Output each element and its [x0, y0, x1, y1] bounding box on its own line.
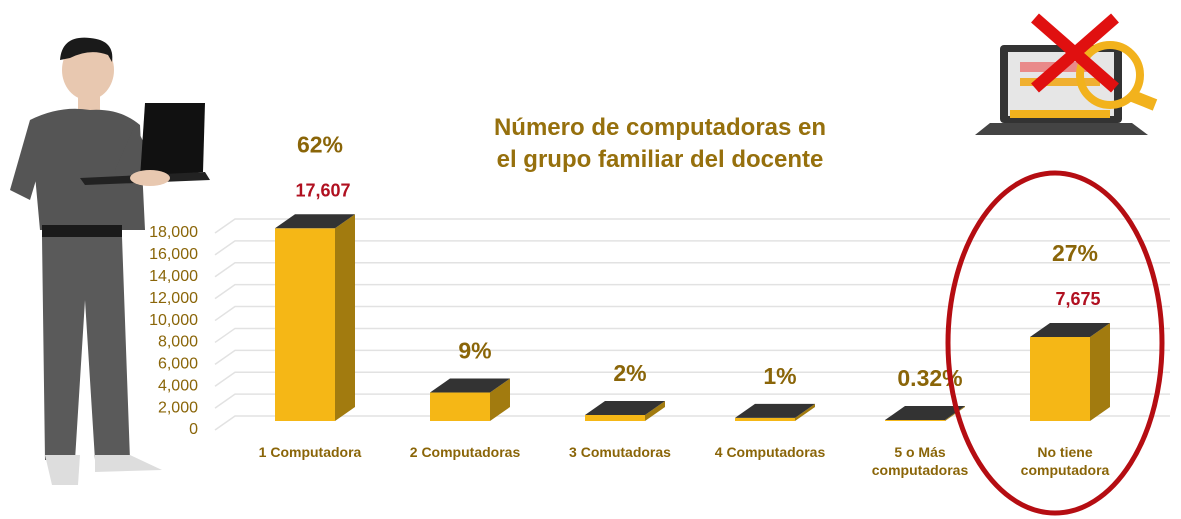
grid-line — [215, 285, 1170, 299]
bar-side — [1090, 323, 1110, 421]
percent-label: 62% — [297, 131, 343, 157]
percent-label: 1% — [763, 363, 796, 389]
x-tick-label: 5 o Más computadoras — [845, 443, 995, 479]
chart-title: Número de computadoras en el grupo famil… — [430, 112, 890, 176]
grid-line — [215, 372, 1170, 386]
x-tick-label: 1 Computadora — [235, 443, 385, 461]
x-tick-label: 4 Computadoras — [695, 443, 845, 461]
y-tick-label: 8,000 — [158, 334, 198, 351]
chart: 0 2,000 4,000 6,000 8,000 10,000 12,000 14,000 1… — [0, 0, 1181, 519]
bar — [585, 415, 645, 421]
percent-label: 9% — [458, 338, 491, 364]
percent-label: 27% — [1052, 240, 1098, 266]
y-tick-label: 12,000 — [149, 290, 198, 307]
grid-line — [215, 307, 1170, 321]
y-tick-label: 14,000 — [149, 268, 198, 285]
page: 0 2,000 4,000 6,000 8,000 10,000 12,000 14,000 1… — [0, 0, 1181, 519]
grid-line — [215, 350, 1170, 364]
bar — [735, 418, 795, 421]
percent-label: 2% — [613, 360, 646, 386]
grid-line — [215, 241, 1170, 255]
bar — [885, 420, 945, 421]
y-tick-label: 18,000 — [149, 224, 198, 241]
y-tick-label: 2,000 — [158, 399, 198, 416]
grid-line — [215, 219, 1170, 233]
bar-side — [335, 214, 355, 421]
grid-line — [215, 394, 1170, 408]
grid-line — [215, 416, 1170, 430]
value-label: 17,607 — [295, 180, 350, 200]
grid-line — [215, 263, 1170, 277]
x-tick-label: 3 Comutadoras — [545, 443, 695, 461]
bar — [1030, 337, 1090, 421]
y-tick-label: 6,000 — [158, 356, 198, 373]
x-tick-label: No tiene computadora — [990, 443, 1140, 479]
bar-top — [885, 406, 965, 420]
no-computer-icon — [975, 18, 1155, 135]
y-tick-label: 4,000 — [158, 377, 198, 394]
grid-line — [215, 328, 1170, 342]
x-tick-label: 2 Computadoras — [390, 443, 540, 461]
bar — [275, 228, 335, 421]
y-tick-label: 0 — [189, 421, 198, 438]
y-tick-label: 16,000 — [149, 246, 198, 263]
bar — [430, 393, 490, 421]
value-label: 7,675 — [1055, 289, 1100, 309]
y-tick-label: 10,000 — [149, 312, 198, 329]
